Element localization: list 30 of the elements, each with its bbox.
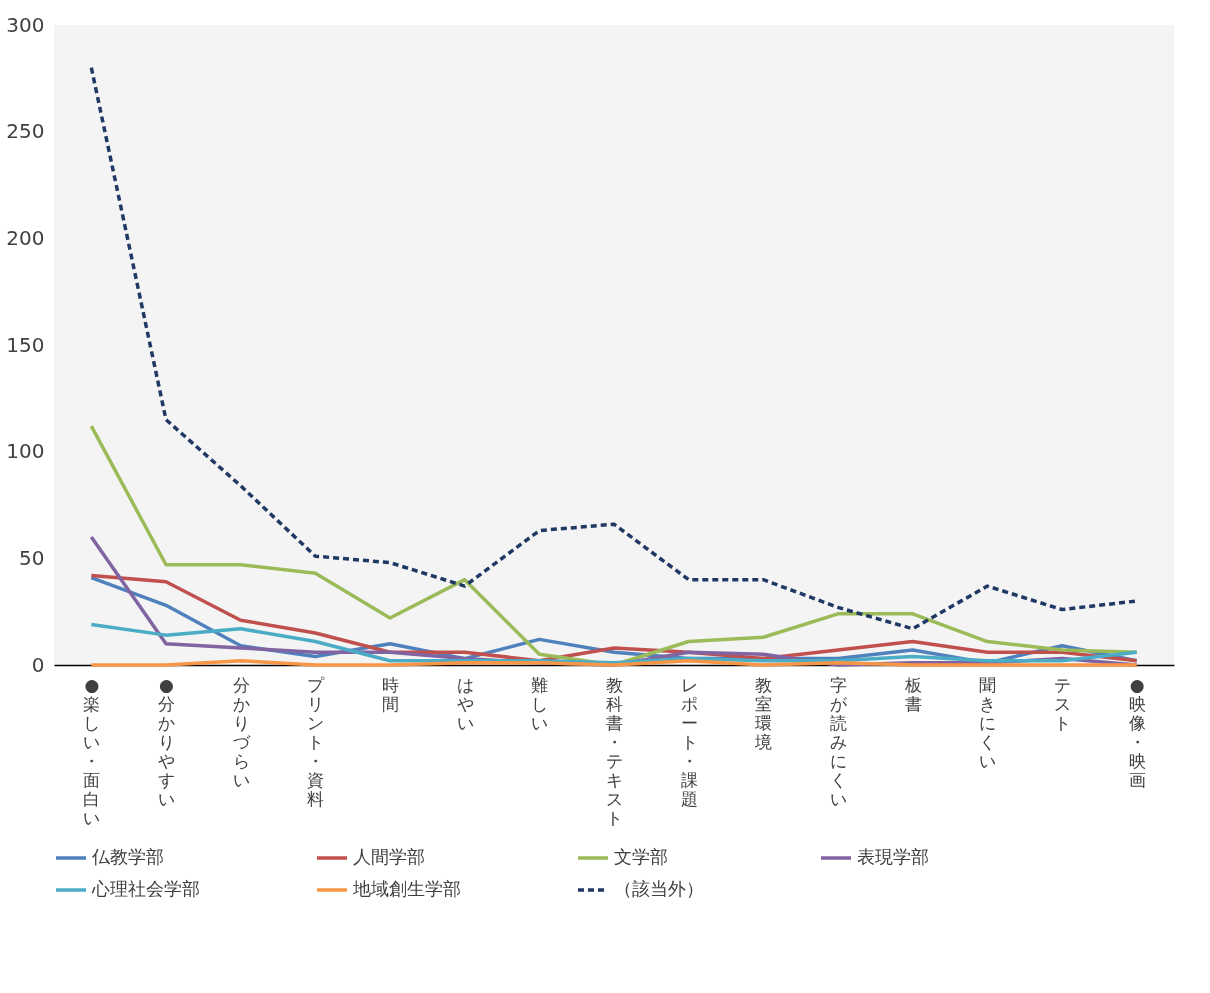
x-tick-label: 教室環境	[754, 674, 773, 752]
x-tick-label: テスト	[1054, 674, 1071, 733]
legend-label: 表現学部	[857, 846, 929, 867]
y-tick-label: 200	[6, 225, 45, 250]
legend-label: （該当外）	[614, 878, 704, 899]
x-tick-label: 難しい	[531, 674, 549, 733]
x-tick-label: 教科書・テキスト	[606, 674, 623, 828]
y-tick-label: 0	[31, 652, 45, 677]
x-tick-label: はやい	[456, 674, 474, 733]
y-tick-label: 250	[6, 119, 45, 144]
legend-label: 人間学部	[353, 846, 425, 867]
x-tick-label: 字が読みにくい	[830, 674, 848, 809]
legend-label: 文学部	[614, 846, 668, 867]
x-tick-label: 時間	[382, 674, 399, 714]
legend-label: 心理社会学部	[91, 878, 200, 899]
y-tick-label: 150	[6, 332, 45, 357]
y-tick-label: 300	[6, 12, 45, 37]
y-tick-label: 50	[19, 545, 45, 570]
line-series	[89, 622, 1139, 665]
x-tick-label: 分かりづらい	[232, 674, 251, 790]
x-tick-label: ●楽しい・面白い	[83, 674, 101, 828]
x-tick-label: プリント・資料	[307, 674, 326, 809]
y-tick-label: 100	[6, 439, 45, 464]
legend-label: 仏教学部	[91, 846, 164, 867]
x-tick-label: 板書	[903, 674, 922, 714]
x-tick-label: レポート・課題	[680, 674, 698, 809]
x-tick-label: 聞きにくい	[979, 674, 997, 771]
x-tick-label: ●分かりやすい	[158, 674, 175, 809]
x-tick-label: ●映像・映画	[1128, 674, 1146, 790]
legend-label: 地域創生学部	[352, 878, 461, 899]
